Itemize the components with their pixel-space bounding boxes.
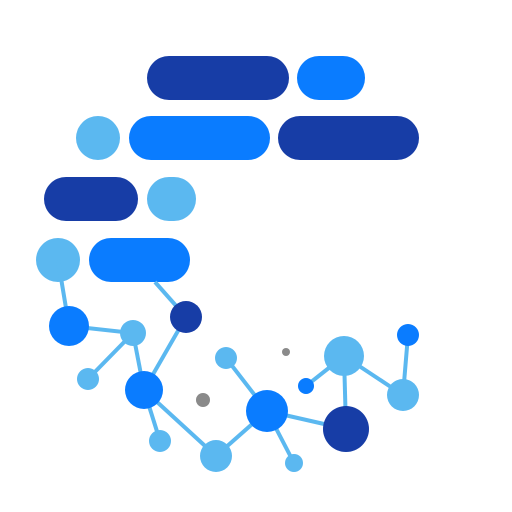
pill (44, 177, 138, 221)
pill (278, 116, 419, 160)
pill (147, 177, 196, 221)
node (387, 379, 419, 411)
node (196, 393, 210, 407)
nodes (49, 301, 419, 472)
node (298, 378, 314, 394)
node (170, 301, 202, 333)
node (215, 347, 237, 369)
node (77, 368, 99, 390)
pill (297, 56, 365, 100)
node (49, 306, 89, 346)
node (324, 336, 364, 376)
node (120, 320, 146, 346)
dot (76, 116, 120, 160)
node (149, 430, 171, 452)
node (282, 348, 290, 356)
pill (129, 116, 270, 160)
node (323, 406, 369, 452)
node (200, 440, 232, 472)
node (246, 390, 288, 432)
pill (147, 56, 289, 100)
node (285, 454, 303, 472)
node (125, 371, 163, 409)
node (397, 324, 419, 346)
bars (36, 56, 419, 282)
pill (89, 238, 190, 282)
